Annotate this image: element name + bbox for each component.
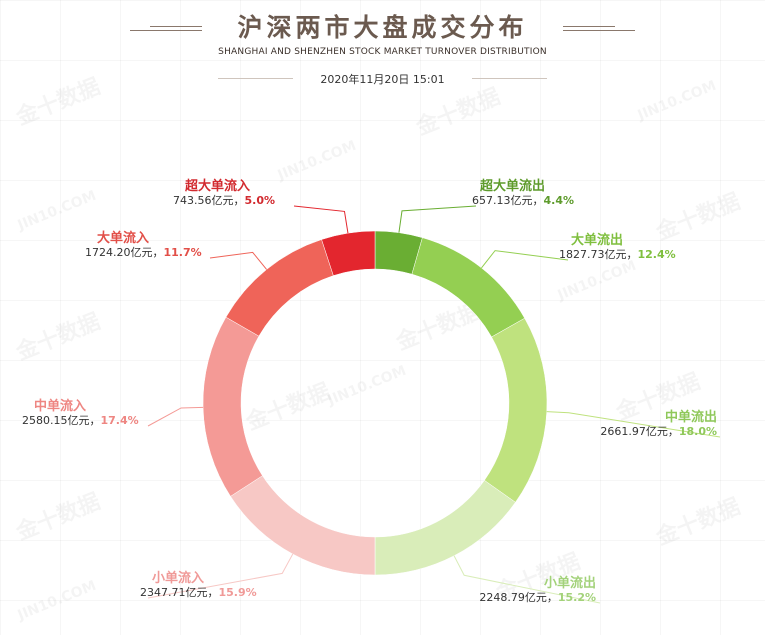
slice-percent-4: 15.9% — [219, 586, 257, 599]
slice-value-7: 743.56亿元， — [173, 194, 245, 207]
watermark-cn: 金十数据 — [652, 188, 744, 245]
leader-line-5 — [147, 406, 204, 427]
watermark-en: JIN10.COM — [325, 363, 409, 409]
watermark-cn: 金十数据 — [12, 488, 104, 545]
slice-value-2: 2661.97亿元， — [600, 425, 679, 438]
leader-line-4 — [147, 553, 294, 599]
timestamp-line-left — [218, 78, 293, 79]
slice-label-value-2: 2661.97亿元，18.0% — [600, 425, 717, 438]
slice-value-1: 1827.73亿元， — [559, 248, 638, 261]
slice-label-name-3: 小单流出 — [544, 575, 596, 591]
leader-lines — [147, 205, 721, 604]
slice-percent-7: 5.0% — [245, 194, 276, 207]
title-decoration-right-2 — [563, 30, 635, 31]
slice-percent-0: 4.4% — [544, 194, 575, 207]
watermark-cn: 金十数据 — [12, 308, 104, 365]
watermark-en: JIN10.COM — [635, 78, 719, 124]
leader-line-2 — [546, 411, 721, 438]
watermark-cn: 金十数据 — [652, 493, 744, 550]
page-subtitle: SHANGHAI AND SHENZHEN STOCK MARKET TURNO… — [218, 47, 547, 57]
slice-value-0: 657.13亿元， — [472, 194, 544, 207]
donut-slice-7[interactable] — [321, 230, 376, 276]
slice-value-5: 2580.15亿元， — [22, 414, 101, 427]
slice-label-name-2: 中单流出 — [665, 409, 717, 425]
leader-line-3 — [453, 555, 601, 604]
slice-percent-5: 17.4% — [101, 414, 139, 427]
watermark-cn: 金十数据 — [12, 73, 104, 130]
slice-label-value-4: 2347.71亿元，15.9% — [140, 586, 257, 599]
watermark-cn: 金十数据 — [412, 83, 504, 140]
title-decoration-right — [563, 26, 615, 27]
title-decoration-left — [150, 26, 202, 27]
leader-line-6 — [209, 251, 267, 270]
watermark-en: JIN10.COM — [15, 188, 99, 234]
watermark-en: JIN10.COM — [275, 138, 359, 184]
slice-value-4: 2347.71亿元， — [140, 586, 219, 599]
watermark-cn: 金十数据 — [242, 378, 334, 435]
slice-label-value-3: 2248.79亿元，15.2% — [479, 591, 596, 604]
donut-slices — [202, 230, 548, 576]
slice-label-value-0: 657.13亿元，4.4% — [472, 194, 574, 207]
donut-slice-4[interactable] — [230, 475, 376, 576]
leader-line-1 — [481, 250, 569, 269]
slice-label-name-7: 超大单流入 — [185, 178, 250, 194]
donut-slice-5[interactable] — [202, 316, 263, 497]
timestamp: 2020年11月20日 15:01 — [320, 73, 445, 86]
watermark-en: JIN10.COM — [555, 258, 639, 304]
slice-percent-6: 11.7% — [164, 246, 202, 259]
donut-slice-3[interactable] — [374, 480, 516, 576]
title-decoration-left-2 — [130, 30, 202, 31]
leader-line-0 — [398, 205, 477, 233]
slice-percent-3: 15.2% — [558, 591, 596, 604]
slice-label-value-7: 743.56亿元，5.0% — [173, 194, 275, 207]
slice-percent-1: 12.4% — [638, 248, 676, 261]
leader-line-7 — [293, 205, 349, 234]
slice-label-value-1: 1827.73亿元，12.4% — [559, 248, 676, 261]
slice-label-name-1: 大单流出 — [571, 232, 623, 248]
slice-label-name-4: 小单流入 — [152, 570, 204, 586]
page-title: 沪深两市大盘成交分布 — [237, 13, 528, 42]
slice-percent-2: 18.0% — [679, 425, 717, 438]
slice-value-3: 2248.79亿元， — [479, 591, 558, 604]
timestamp-line-right — [472, 78, 547, 79]
slice-label-value-5: 2580.15亿元，17.4% — [22, 414, 139, 427]
slice-label-value-6: 1724.20亿元，11.7% — [85, 246, 202, 259]
watermark-en: JIN10.COM — [15, 578, 99, 624]
slice-label-name-0: 超大单流出 — [480, 178, 545, 194]
donut-slice-2[interactable] — [484, 317, 548, 503]
slice-label-name-5: 中单流入 — [34, 398, 86, 414]
slice-label-name-6: 大单流入 — [97, 230, 149, 246]
slice-value-6: 1724.20亿元， — [85, 246, 164, 259]
